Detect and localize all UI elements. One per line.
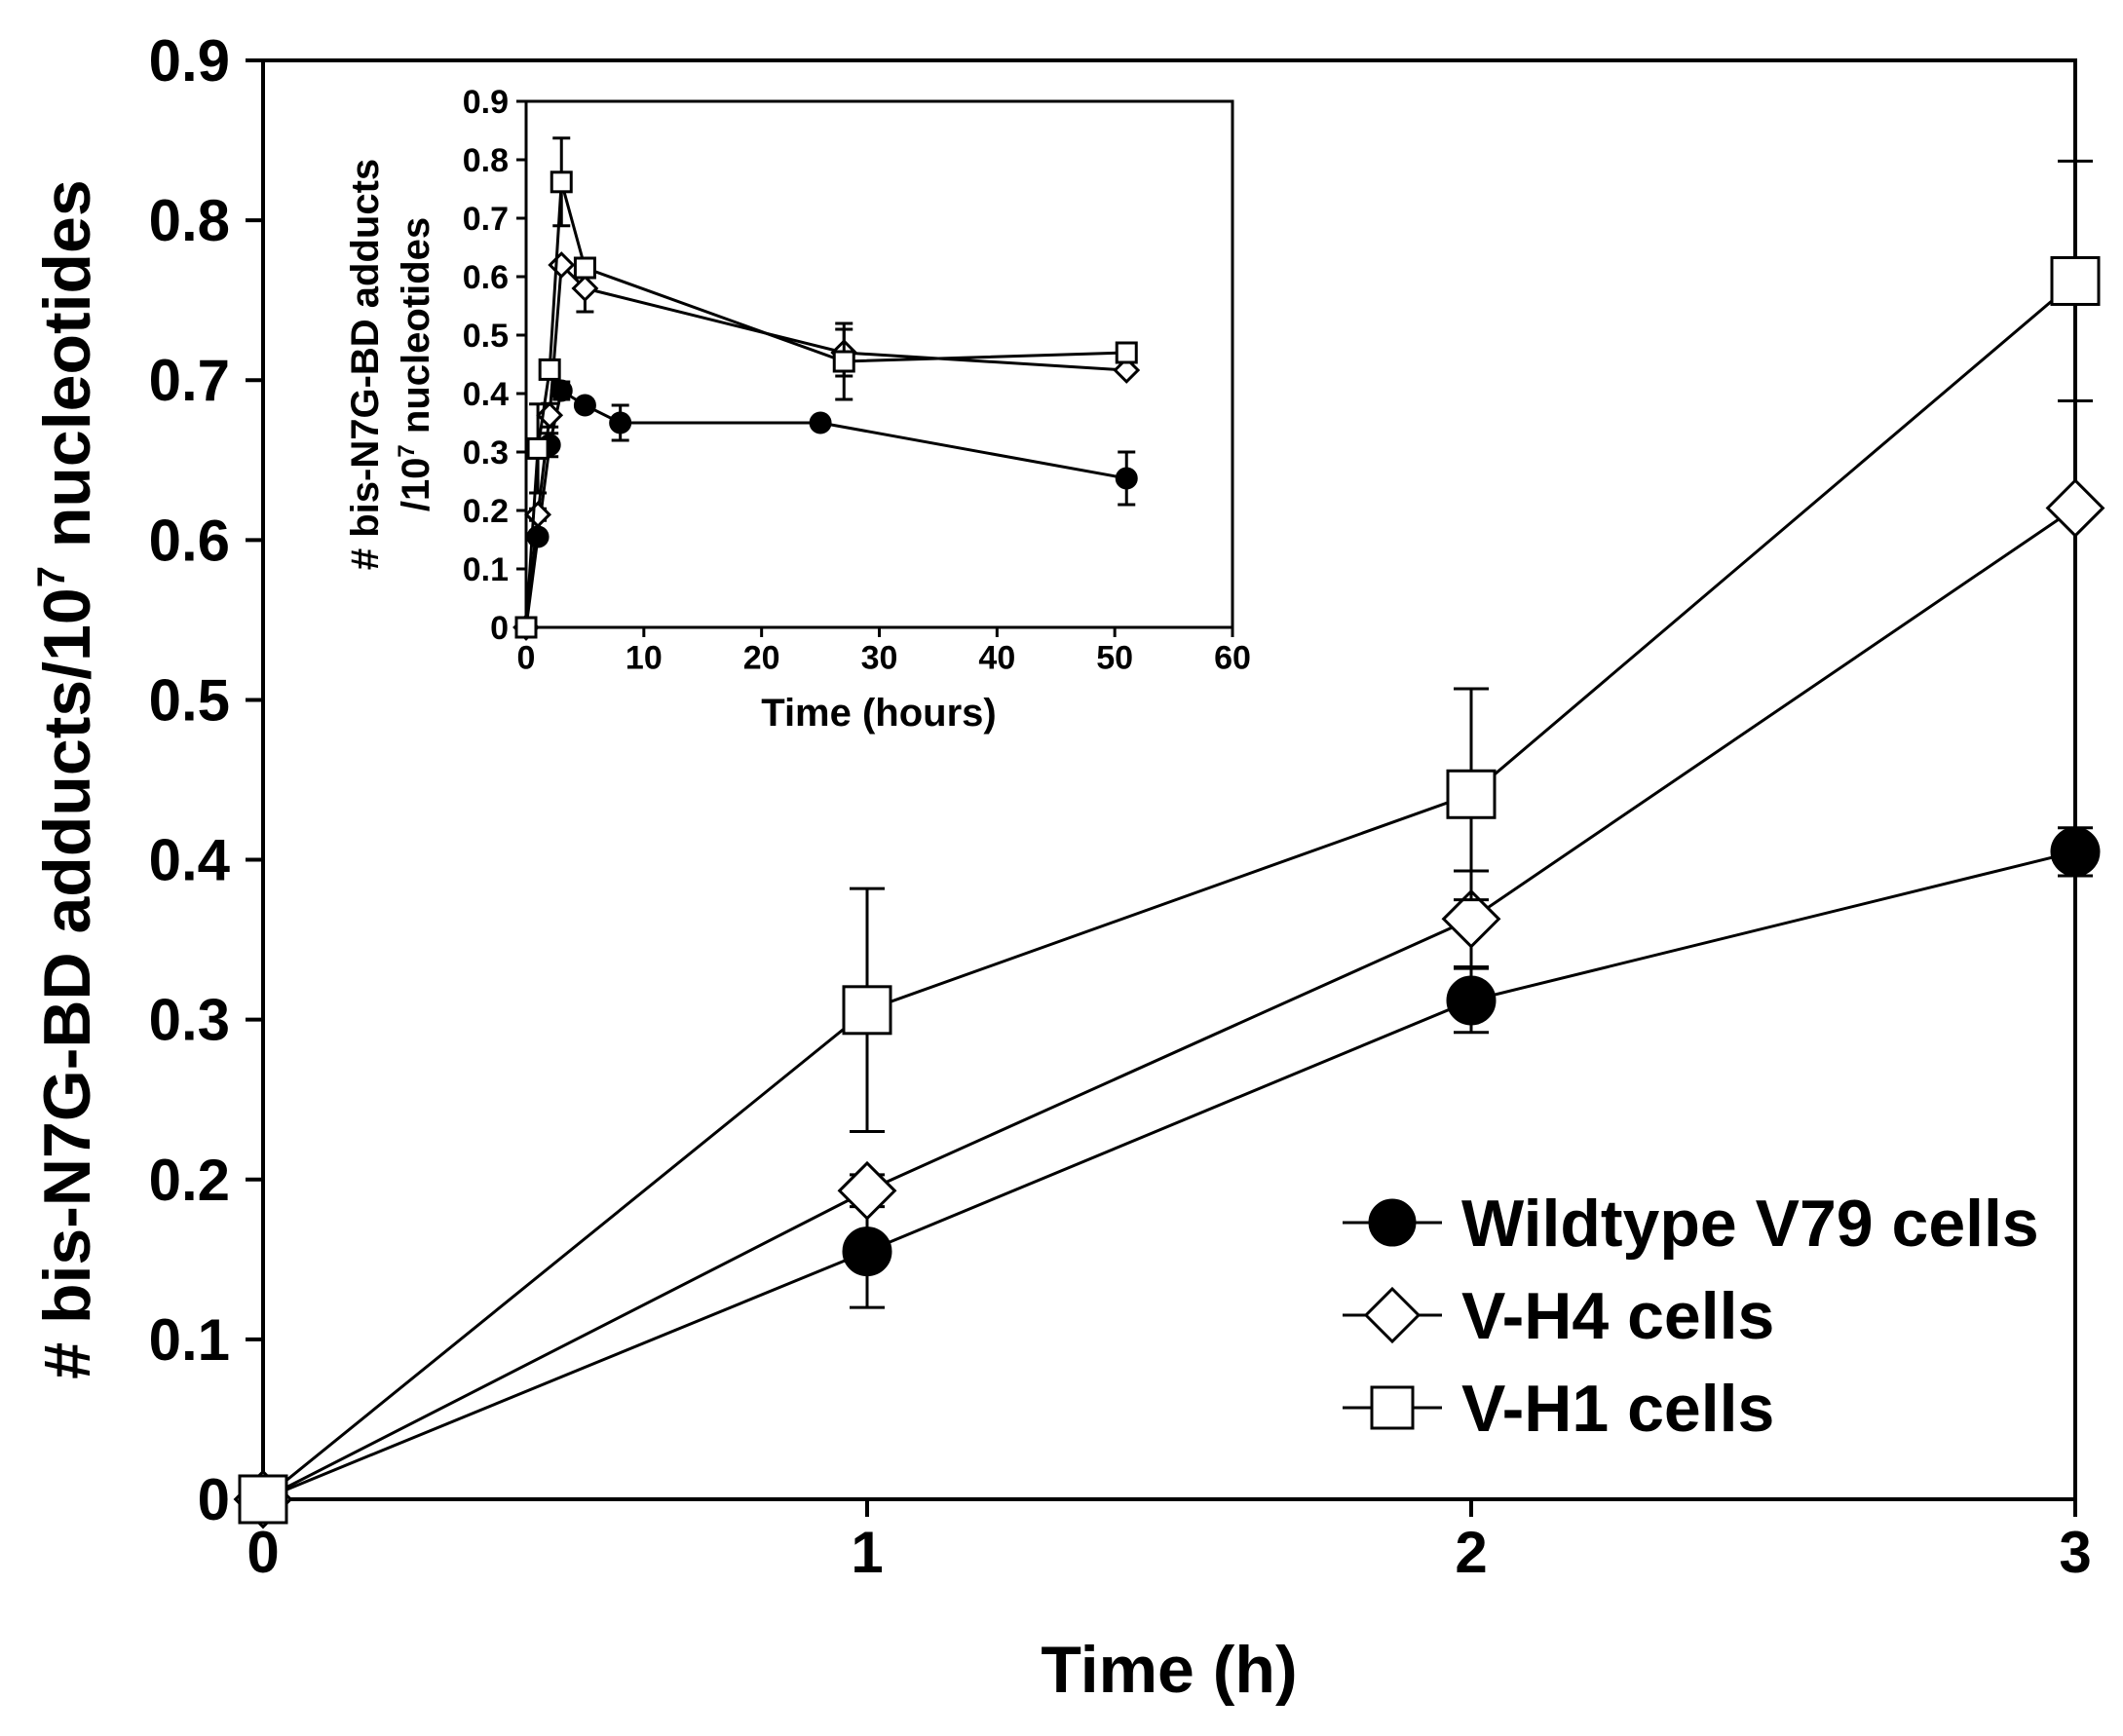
inset-point-circle: [609, 411, 632, 434]
inset-x-axis-label: Time (hours): [761, 692, 997, 735]
main-y-tick-label: 0.7: [149, 348, 230, 413]
inset-y-tick-label: 0: [490, 610, 509, 647]
inset-y-tick-label: 0.8: [463, 142, 509, 179]
inset-series-v-h1-cells: [514, 136, 1138, 639]
main-x-tick-label: 1: [851, 1520, 883, 1585]
main-point-diamond: [837, 1160, 897, 1221]
inset-point-square: [1115, 341, 1138, 364]
inset-x-tick-label: 40: [978, 639, 1015, 676]
main-y-tick-label: 0: [198, 1467, 230, 1532]
main-x-tick-label: 2: [1455, 1520, 1487, 1585]
inset-y-tick-label: 0.7: [463, 201, 509, 238]
main-y-tick-label: 0.6: [149, 508, 230, 573]
inset-point-square: [573, 256, 596, 280]
main-x-tick-label: 3: [2059, 1520, 2091, 1585]
main-y-axis-label-end: nucleotides: [30, 179, 104, 566]
inset-point-square: [538, 358, 561, 381]
legend-marker-circle: [1368, 1198, 1417, 1247]
inset-point-circle: [1115, 467, 1138, 490]
inset-y-axis-label-line1: # bis-N7G-BD adducts: [344, 159, 387, 570]
main-point-diamond: [2045, 478, 2105, 538]
inset-point-circle: [573, 394, 596, 417]
main-y-axis-label-exponent: 7: [30, 566, 73, 587]
legend-label-vh1: V-H1 cells: [1461, 1372, 1774, 1446]
legend: Wildtype V79 cells V-H4 cells V-H1 cells: [1343, 1187, 2039, 1446]
inset-point-circle: [550, 379, 573, 402]
legend-item-vh4: V-H4 cells: [1343, 1279, 1774, 1353]
main-plot-frame: [261, 58, 2077, 1501]
inset-y-tick-label: 0.6: [463, 259, 509, 296]
main-point-diamond: [1441, 888, 1501, 949]
main-series-line: [262, 849, 2076, 1501]
inset-x-tick-label: 10: [626, 639, 663, 676]
legend-item-vh1: V-H1 cells: [1343, 1372, 1774, 1446]
main-series-v-h1-cells: [238, 159, 2101, 1525]
main-x-ticks: 0 1 2 3: [246, 1499, 2092, 1585]
inset-y-tick-label: 0.3: [463, 434, 509, 472]
main-point-circle: [1446, 975, 1497, 1026]
inset-series: [512, 136, 1141, 641]
main-y-axis-label-main: # bis-N7G-BD adducts/10: [30, 587, 104, 1378]
main-point-square: [238, 1474, 288, 1525]
main-y-tick-label: 0.5: [149, 667, 230, 733]
inset-x-tick-label: 20: [743, 639, 780, 676]
inset-point-square: [526, 436, 550, 460]
main-x-tick-label: 0: [246, 1520, 279, 1585]
inset-x-tick-label: 50: [1096, 639, 1133, 676]
inset-y-tick-label: 0.5: [463, 318, 509, 355]
legend-label-wildtype: Wildtype V79 cells: [1461, 1187, 2039, 1261]
inset-point-square: [832, 350, 855, 373]
main-point-square: [1446, 769, 1497, 819]
inset-plot: 0 0.1 0.2 0.3 0.4 0.5 0.6 0.7 0.8 0.9 0 10 20 30 40 50…: [344, 84, 1251, 735]
inset-point-square: [514, 616, 538, 639]
main-y-ticks: 0 0.1 0.2 0.3 0.4 0.5 0.6 0.7 0.8 0.9: [149, 28, 263, 1532]
main-series-line: [262, 507, 2076, 1501]
inset-x-tick-label: 0: [517, 639, 536, 676]
main-point-square: [842, 985, 892, 1036]
main-y-tick-label: 0.3: [149, 988, 230, 1053]
main-series: [233, 159, 2105, 1529]
inset-x-ticks: 0 10 20 30 40 50 60: [517, 627, 1251, 676]
inset-y-axis-label-line2: /107 nucleotides: [394, 217, 437, 511]
main-y-tick-label: 0.4: [149, 828, 231, 893]
inset-point-square: [550, 170, 573, 194]
main-y-tick-label: 0.2: [149, 1148, 230, 1213]
main-point-square: [2050, 255, 2101, 306]
inset-y-tick-label: 0.1: [463, 551, 509, 588]
inset-y-tick-label: 0.9: [463, 84, 509, 121]
inset-plot-frame: [524, 99, 1234, 629]
inset-point-diamond: [571, 275, 599, 302]
legend-marker-square: [1370, 1385, 1415, 1430]
main-x-axis-label: Time (h): [1041, 1633, 1297, 1707]
legend-marker-diamond: [1363, 1286, 1422, 1344]
inset-y-axis-label-post: nucleotides: [395, 217, 437, 444]
main-y-tick-label: 0.8: [149, 188, 230, 253]
inset-point-diamond: [1113, 357, 1141, 384]
main-y-tick-label: 0.9: [149, 28, 230, 94]
inset-y-tick-label: 0.2: [463, 493, 509, 530]
inset-x-tick-label: 60: [1214, 639, 1251, 676]
main-point-circle: [2050, 826, 2101, 877]
legend-item-wildtype: Wildtype V79 cells: [1343, 1187, 2039, 1261]
inset-y-axis-label-exponent: 7: [394, 444, 420, 457]
main-plot: 0 0.1 0.2 0.3 0.4 0.5 0.6 0.7 0.8 0.9 0 1 2 3 Time (…: [30, 28, 2105, 1707]
inset-x-tick-label: 30: [861, 639, 898, 676]
main-y-tick-label: 0.1: [149, 1307, 230, 1373]
inset-y-ticks: 0 0.1 0.2 0.3 0.4 0.5 0.6 0.7 0.8 0.9: [463, 84, 526, 647]
main-y-axis-label: # bis-N7G-BD adducts/107 nucleotides: [30, 179, 104, 1378]
inset-point-diamond: [548, 251, 576, 279]
inset-y-tick-label: 0.4: [463, 376, 509, 413]
main-series-line: [262, 280, 2076, 1501]
inset-point-circle: [809, 411, 832, 434]
main-point-circle: [842, 1227, 892, 1277]
legend-label-vh4: V-H4 cells: [1461, 1279, 1774, 1353]
inset-y-axis-label-pre: /10: [395, 458, 437, 512]
